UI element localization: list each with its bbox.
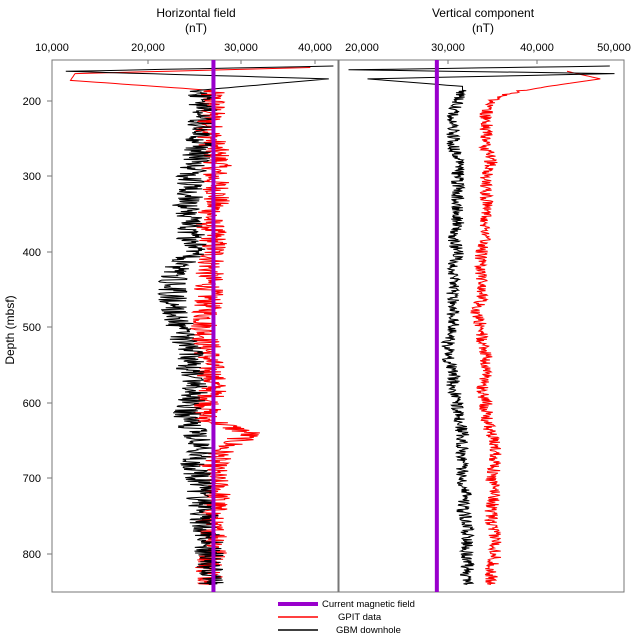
x-tick-label: 30,000	[224, 42, 258, 54]
y-axis-label: Depth (mbsf)	[3, 295, 17, 364]
y-ticks: 200 300 400 500 600 700 800	[23, 96, 41, 561]
panel-1-units: (nT)	[185, 21, 207, 35]
x-tick-label: 30,000	[431, 42, 465, 54]
series-line-gpit-data	[470, 70, 601, 585]
x-tick-label: 10,000	[35, 42, 69, 54]
axis-tick-marks	[47, 60, 538, 555]
panel-2-x-ticks: 20,000 30,000 40,000 50,000	[345, 42, 631, 54]
y-tick-label: 500	[23, 322, 41, 334]
series-line-gbm-downhole	[348, 65, 615, 585]
legend-label: Current magnetic field	[322, 599, 415, 610]
panel-2-title: Vertical component	[432, 6, 535, 20]
x-tick-label: 20,000	[131, 42, 165, 54]
y-tick-label: 700	[23, 473, 41, 485]
panel-1-series	[65, 60, 334, 592]
y-tick-label: 800	[23, 549, 41, 561]
legend-label: GBM downhole	[336, 625, 401, 636]
panel-1-frame	[51, 59, 339, 593]
x-tick-label: 50,000	[597, 42, 631, 54]
panel-2-series	[348, 60, 615, 592]
series-line-gbm-downhole	[65, 65, 334, 585]
x-tick-label: 20,000	[345, 42, 379, 54]
panel-1-x-ticks: 10,000 20,000 30,000 40,000	[35, 42, 332, 54]
x-tick-label: 40,000	[520, 42, 554, 54]
panel-1-title: Horizontal field	[156, 6, 235, 20]
panel-2-frame	[338, 59, 625, 593]
legend: Current magnetic field GPIT data GBM dow…	[278, 599, 415, 636]
series-line-gpit-data	[69, 67, 311, 585]
y-tick-label: 200	[23, 96, 41, 108]
y-tick-label: 300	[23, 171, 41, 183]
x-tick-label: 40,000	[298, 42, 332, 54]
y-tick-label: 600	[23, 398, 41, 410]
panel-2-units: (nT)	[472, 21, 494, 35]
legend-label: GPIT data	[338, 612, 382, 623]
y-tick-label: 400	[23, 247, 41, 259]
